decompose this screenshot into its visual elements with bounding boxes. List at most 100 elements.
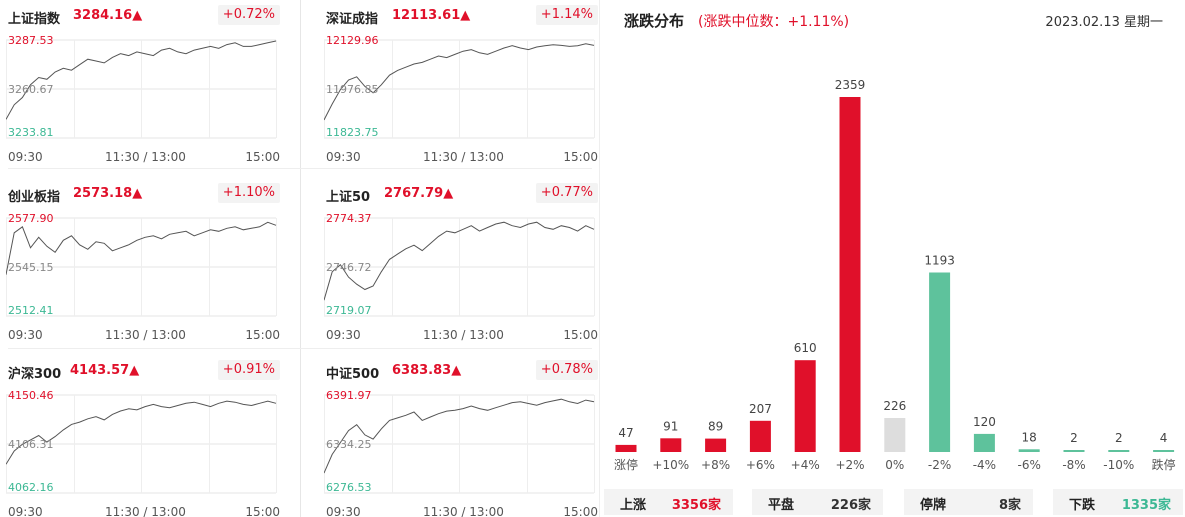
bar-value-label: 226 [883, 399, 906, 413]
index-name: 沪深300 [8, 367, 62, 382]
y-axis-max-label: 6391.97 [326, 389, 372, 402]
bar-category-label: -8% [1062, 458, 1085, 472]
index-card-chinext[interactable]: 创业板指 2573.18▲ +1.10% 2577.90 2545.15 2512.… [6, 180, 282, 343]
time-axis-end: 15:00 [563, 150, 598, 164]
index-line-chart: 2577.90 2545.15 2512.41 [6, 212, 277, 317]
y-axis-min-label: 2512.41 [8, 304, 54, 317]
index-name: 上证50 [326, 190, 371, 205]
summary-value: 226家 [830, 498, 871, 513]
distribution-bar [973, 433, 995, 452]
y-axis-mid-label: 4106.31 [8, 438, 54, 451]
index-price: 12113.61▲ [392, 8, 471, 23]
index-change-badge: +1.10% [217, 183, 280, 203]
y-axis-max-label: 4150.46 [8, 389, 54, 402]
summary-label: 平盘 [768, 498, 795, 513]
y-axis-max-label: 2774.37 [326, 212, 372, 225]
y-axis-min-label: 2719.07 [326, 304, 372, 317]
index-line-chart: 12129.96 11976.85 11823.75 [324, 34, 595, 139]
y-axis-max-label: 12129.96 [326, 34, 379, 47]
y-axis-max-label: 2577.90 [8, 212, 54, 225]
index-change-badge: +0.72% [217, 5, 280, 25]
index-price-line [6, 221, 277, 275]
bar-category-label: +8% [701, 458, 730, 472]
index-card-header: 沪深300 4143.57▲ +0.91% [6, 357, 282, 385]
y-axis-mid-label: 3260.67 [8, 83, 54, 96]
time-axis-end: 15:00 [563, 328, 598, 342]
index-card-csi500[interactable]: 中证500 6383.83▲ +0.78% 6391.97 6334.25 6276… [324, 357, 600, 517]
distribution-bar [1063, 450, 1085, 452]
index-price: 2767.79▲ [384, 186, 454, 201]
time-axis-mid: 11:30 / 13:00 [105, 150, 186, 164]
bar-value-label: 89 [708, 420, 723, 434]
distribution-bar [615, 444, 637, 452]
y-axis-mid-label: 2746.72 [326, 261, 372, 274]
time-axis-end: 15:00 [245, 150, 280, 164]
bar-category-label: +4% [791, 458, 820, 472]
summary-suspended: 停牌 8家 [904, 489, 1033, 515]
bar-category-label: -2% [928, 458, 951, 472]
distribution-bar [929, 272, 951, 452]
y-axis-max-label: 3287.53 [8, 34, 54, 47]
y-axis-mid-label: 11976.85 [326, 83, 379, 96]
index-card-shanghai-composite[interactable]: 上证指数 3284.16▲ +0.72% 3287.53 3260.67 3233.… [6, 2, 282, 165]
index-price-line [6, 40, 277, 120]
bar-value-label: 4 [1160, 431, 1168, 445]
distribution-median: (涨跌中位数：+1.11%) [698, 14, 850, 30]
time-axis-mid: 11:30 / 13:00 [423, 328, 504, 342]
distribution-bar [749, 420, 771, 452]
bar-value-label: 610 [794, 341, 817, 355]
time-axis-mid: 11:30 / 13:00 [423, 150, 504, 164]
time-axis-mid: 11:30 / 13:00 [105, 505, 186, 517]
index-change-badge: +0.91% [217, 360, 280, 380]
index-price: 3284.16▲ [73, 8, 143, 23]
distribution-bar [660, 438, 682, 452]
bar-value-label: 91 [663, 419, 678, 433]
index-card-header: 创业板指 2573.18▲ +1.10% [6, 180, 282, 208]
summary-value: 3356家 [671, 498, 721, 513]
index-line-chart: 4150.46 4106.31 4062.16 [6, 389, 277, 494]
y-axis-mid-label: 6334.25 [326, 438, 372, 451]
bar-value-label: 47 [618, 426, 633, 440]
index-name: 中证500 [326, 367, 380, 382]
bar-category-label: -4% [973, 458, 996, 472]
bar-category-label: -6% [1018, 458, 1041, 472]
bar-value-label: 2 [1070, 431, 1078, 445]
y-axis-min-label: 4062.16 [8, 481, 54, 494]
index-line-chart: 3287.53 3260.67 3233.81 [6, 34, 277, 139]
index-card-header: 深证成指 12113.61▲ +1.14% [324, 2, 600, 30]
bar-value-label: 2359 [835, 78, 866, 92]
time-axis-start: 09:30 [326, 150, 361, 164]
distribution-bar [1018, 449, 1040, 452]
time-axis-mid: 11:30 / 13:00 [423, 505, 504, 517]
summary-decliners: 下跌 1335家 [1053, 489, 1183, 515]
index-change-badge: +0.77% [535, 183, 598, 203]
time-axis-start: 09:30 [326, 328, 361, 342]
index-price-line [324, 221, 595, 301]
y-axis-mid-label: 2545.15 [8, 261, 54, 274]
time-axis-end: 15:00 [245, 505, 280, 517]
bar-value-label: 1193 [924, 254, 955, 268]
distribution-bar [1153, 450, 1175, 452]
index-change-badge: +0.78% [535, 360, 598, 380]
time-axis-mid: 11:30 / 13:00 [105, 328, 186, 342]
bar-value-label: 2 [1115, 431, 1123, 445]
index-name: 深证成指 [326, 12, 379, 27]
distribution-date: 2023.02.13 星期一 [1045, 15, 1163, 30]
bar-value-label: 120 [973, 415, 996, 429]
time-axis-start: 09:30 [326, 505, 361, 517]
time-axis-start: 09:30 [8, 328, 43, 342]
time-axis-end: 15:00 [563, 505, 598, 517]
summary-label: 下跌 [1069, 498, 1096, 513]
index-card-csi300[interactable]: 沪深300 4143.57▲ +0.91% 4150.46 4106.31 4062… [6, 357, 282, 517]
bar-category-label: 0% [885, 458, 904, 472]
time-axis-end: 15:00 [245, 328, 280, 342]
distribution-bar [839, 97, 861, 452]
index-card-sse50[interactable]: 上证50 2767.79▲ +0.77% 2774.37 2746.72 2719.… [324, 180, 600, 343]
distribution-bar-chart: 47 涨停 91 +10% 89 +8% 207 +6% 610 +4% 2359 +2% 226 0% 1… [614, 78, 1176, 472]
index-card-header: 上证50 2767.79▲ +0.77% [324, 180, 600, 208]
index-price-line [6, 400, 277, 465]
row-separator-2 [8, 348, 592, 349]
y-axis-min-label: 11823.75 [326, 126, 379, 139]
index-card-shenzhen-component[interactable]: 深证成指 12113.61▲ +1.14% 12129.96 11976.85 11… [324, 2, 600, 165]
time-axis-start: 09:30 [8, 150, 43, 164]
